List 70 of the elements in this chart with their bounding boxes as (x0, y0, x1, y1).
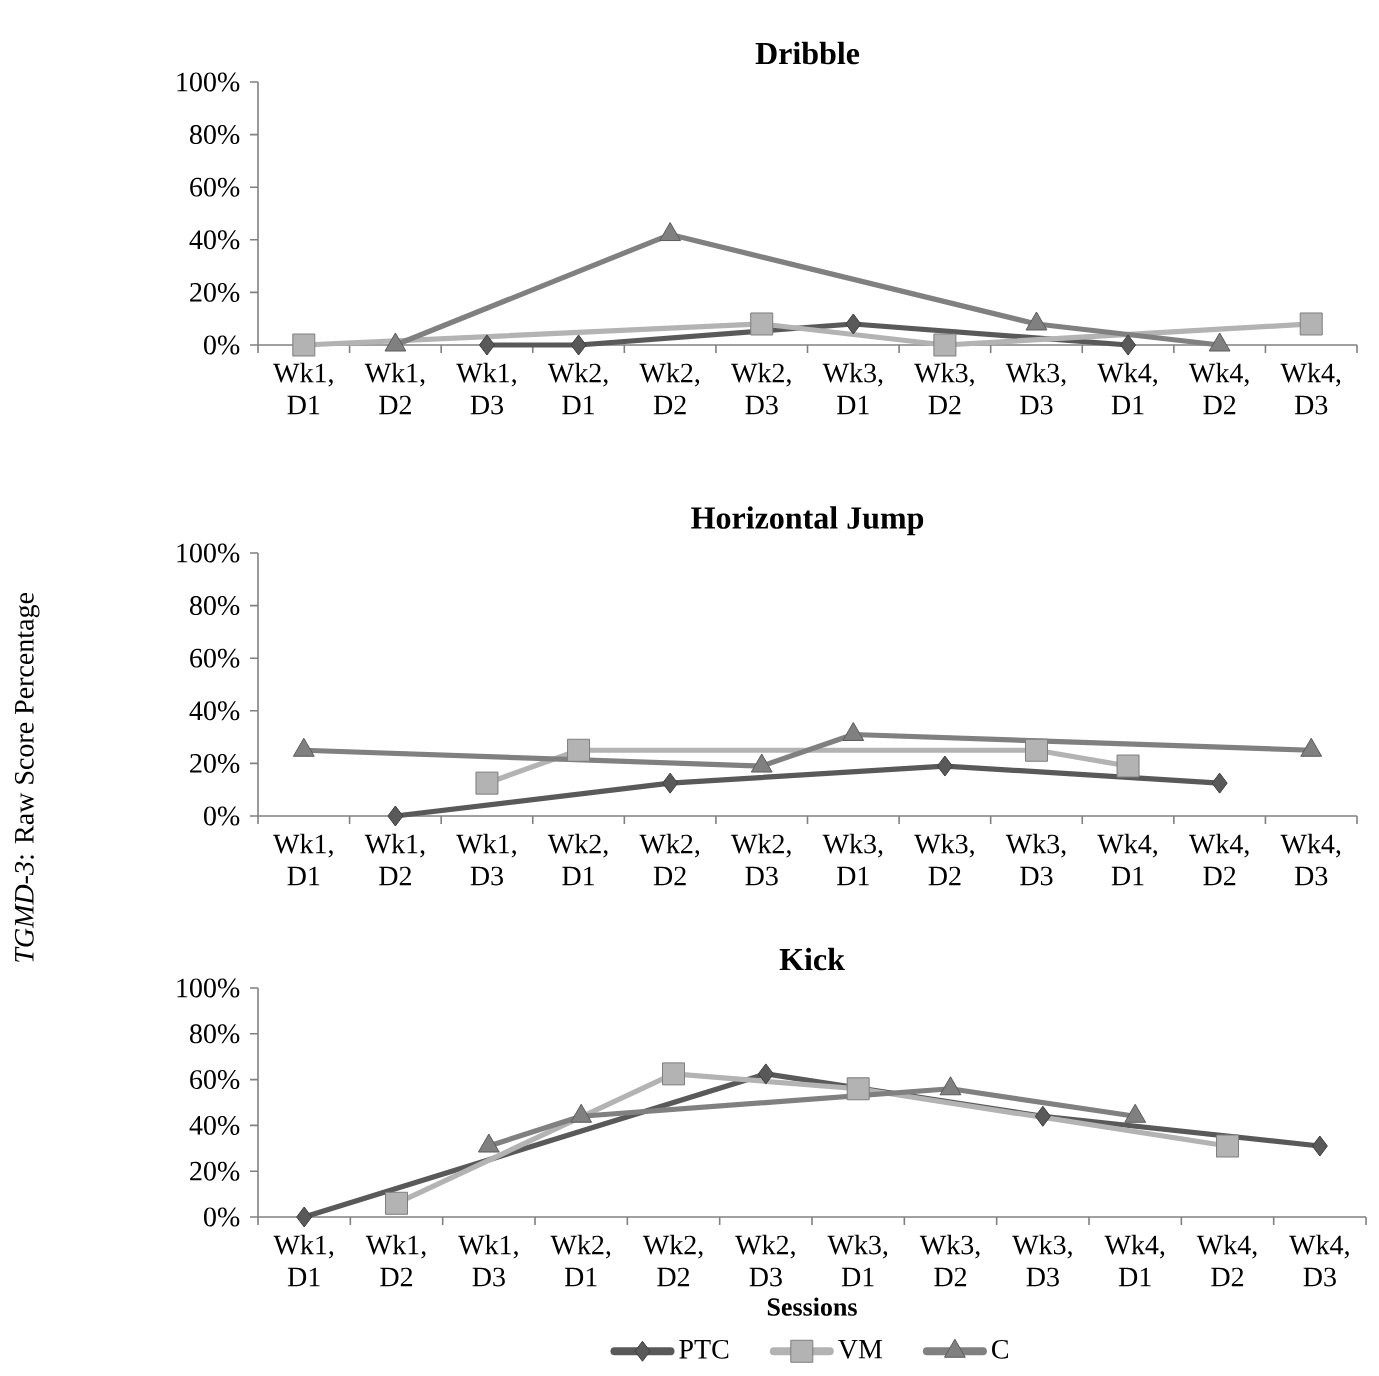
point (662, 1062, 686, 1086)
x-tick-label: Wk4, D3 (1289, 1234, 1349, 1287)
x-tick-label: Wk2, D3 (731, 833, 791, 886)
x-tick-label: Wk1, D2 (364, 833, 425, 886)
x-tick-label: Wk1, D2 (364, 362, 425, 415)
y-tick-label: 0% (204, 1207, 240, 1227)
x-tick-label: Wk3, D1 (822, 362, 883, 415)
x-tick-label: Wk4, D3 (1280, 833, 1341, 886)
x-tick-label: Wk3, D2 (914, 362, 974, 415)
x-tick-label: Wk2, D2 (639, 362, 700, 415)
x-tick-label: Wk1, D3 (456, 833, 516, 886)
y-tick-label: 100% (177, 978, 240, 998)
x-tick-label: Wk1, D3 (456, 362, 516, 415)
x-tick-label: Wk3, D2 (919, 1234, 980, 1287)
x-tick-label: Wk3, D3 (1005, 362, 1066, 415)
x-tick-label: Wk4, D3 (1280, 362, 1341, 415)
chart-title: Horizontal Jump (691, 506, 924, 536)
x-tick-label: Wk4, D1 (1097, 362, 1158, 415)
x-tick-label: Wk2, D3 (731, 362, 791, 415)
x-tick-label: Wk1, D2 (365, 1234, 426, 1287)
x-tick-label: Wk3, D1 (827, 1234, 888, 1287)
x-tick-label: Wk1, D1 (273, 833, 333, 886)
x-tick-label: Wk4, D2 (1196, 1234, 1257, 1287)
x-tick-label: Wk3, D1 (822, 833, 883, 886)
x-tick-label: Wk3, D2 (914, 833, 974, 886)
y-tick-label: 20% (190, 753, 240, 773)
x-tick-label: Wk2, D1 (547, 833, 608, 886)
legend-label: VM (838, 1339, 883, 1359)
x-tick-label: Wk1, D1 (273, 1234, 334, 1287)
x-tick-label: Wk3, D3 (1012, 1234, 1072, 1287)
x-tick-label: Wk2, D1 (547, 362, 608, 415)
y-tick-label: 40% (189, 701, 240, 721)
y-tick-label: 80% (190, 596, 240, 616)
x-tick-label: Wk2, D1 (550, 1234, 611, 1287)
point (296, 1206, 313, 1228)
x-tick-label: Wk4, D1 (1097, 833, 1158, 886)
x-tick-label: Wk2, D2 (639, 833, 700, 886)
y-tick-label: 20% (190, 282, 240, 302)
chart-title: Dribble (755, 41, 860, 65)
y-tick-label: 80% (190, 1024, 240, 1044)
chart-title: Kick (779, 947, 845, 971)
point (1034, 1105, 1051, 1127)
y-tick-label: 20% (190, 1161, 240, 1181)
y-tick-label: 100% (177, 72, 240, 92)
y-tick-label: 40% (189, 230, 240, 250)
x-tick-label: Wk4, D1 (1104, 1234, 1165, 1287)
point (385, 1191, 408, 1215)
x-tick-label: Wk4, D2 (1188, 362, 1249, 415)
y-tick-label: 60% (190, 1070, 240, 1090)
x-tick-label: Wk1, D1 (273, 362, 333, 415)
y-tick-label: 60% (190, 648, 240, 668)
x-tick-label: Wk2, D2 (642, 1234, 703, 1287)
y-tick-label: 0% (204, 806, 240, 826)
y-axis-title: TGMD-3: Raw Score Percentage (14, 592, 40, 962)
y-tick-label: 0% (204, 335, 240, 355)
x-tick-label: Wk4, D2 (1188, 833, 1249, 886)
legend-label: C (992, 1339, 1008, 1359)
point (1311, 1135, 1328, 1157)
y-tick-label: 100% (177, 543, 240, 563)
x-tick-label: Wk2, D3 (735, 1234, 795, 1287)
y-tick-label: 40% (189, 1115, 240, 1135)
point (757, 1063, 774, 1085)
x-tick-label: Wk1, D3 (458, 1234, 518, 1287)
x-axis-title: Sessions (767, 1297, 857, 1316)
point (1216, 1134, 1240, 1158)
x-tick-label: Wk3, D3 (1005, 833, 1066, 886)
legend-label: PTC (679, 1339, 729, 1359)
y-tick-label: 80% (190, 125, 240, 145)
y-tick-label: 60% (190, 177, 240, 197)
point (846, 1077, 870, 1101)
